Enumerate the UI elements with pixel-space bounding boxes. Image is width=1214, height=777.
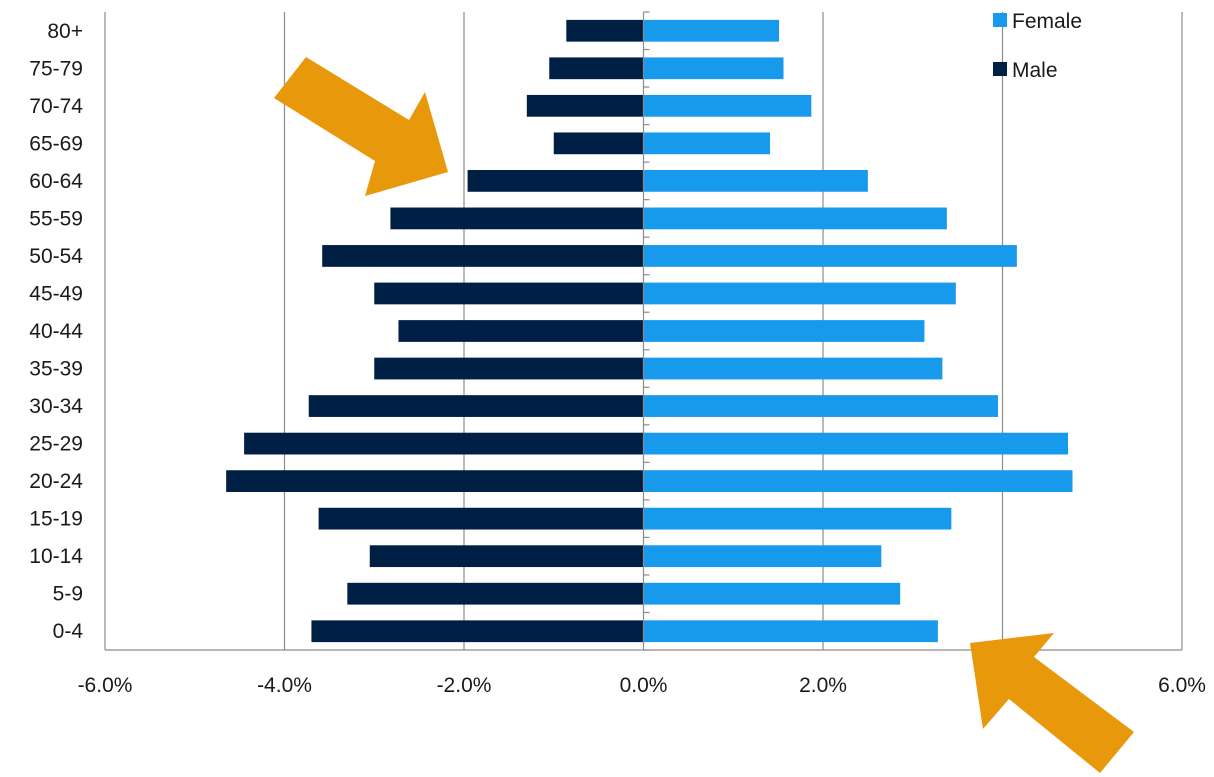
annotation-arrow-lower-right bbox=[970, 633, 1134, 773]
bar-male-60-64 bbox=[467, 169, 644, 192]
bar-male-25-29 bbox=[244, 432, 644, 455]
bar-female-10-14 bbox=[643, 545, 882, 568]
bar-female-75-79 bbox=[643, 57, 784, 80]
x-tick-label: -2.0% bbox=[437, 674, 492, 697]
y-tick-label: 20-24 bbox=[29, 470, 83, 493]
y-tick-label: 35-39 bbox=[29, 358, 83, 381]
legend-label-male: Male bbox=[1012, 59, 1058, 82]
bar-female-50-54 bbox=[643, 245, 1017, 267]
bar-female-35-39 bbox=[643, 357, 943, 380]
y-tick-label: 5-9 bbox=[53, 583, 83, 606]
legend: Female Male bbox=[993, 10, 1082, 82]
arrow-icon bbox=[274, 57, 448, 196]
y-tick-label: 75-79 bbox=[29, 57, 83, 80]
arrow-icon bbox=[970, 633, 1134, 773]
bar-male-50-54 bbox=[322, 245, 644, 267]
bar-male-30-34 bbox=[308, 395, 644, 417]
bar-female-45-49 bbox=[643, 282, 956, 305]
bar-female-15-19 bbox=[643, 507, 952, 530]
bars bbox=[226, 19, 1073, 643]
bar-male-35-39 bbox=[374, 357, 644, 380]
bar-male-80+ bbox=[566, 19, 644, 42]
y-tick-label: 45-49 bbox=[29, 282, 83, 305]
legend-label-female: Female bbox=[1012, 10, 1082, 33]
bar-male-55-59 bbox=[390, 207, 644, 230]
bar-male-40-44 bbox=[398, 320, 644, 342]
legend-swatch-male bbox=[993, 62, 1007, 76]
x-tick-label: 2.0% bbox=[799, 674, 847, 697]
bar-female-20-24 bbox=[643, 470, 1073, 493]
bar-female-30-34 bbox=[643, 395, 999, 417]
x-tick-label: 0.0% bbox=[620, 674, 668, 697]
bar-female-55-59 bbox=[643, 207, 947, 230]
y-tick-label: 10-14 bbox=[29, 545, 83, 568]
bar-male-75-79 bbox=[549, 57, 644, 80]
bar-male-20-24 bbox=[226, 470, 644, 493]
y-tick-label: 70-74 bbox=[29, 95, 83, 118]
y-tick-label: 65-69 bbox=[29, 132, 83, 155]
bar-female-80+ bbox=[643, 19, 780, 42]
legend-swatch-female bbox=[993, 13, 1007, 27]
bar-male-15-19 bbox=[318, 507, 644, 530]
bar-male-45-49 bbox=[374, 282, 644, 305]
bar-female-25-29 bbox=[643, 432, 1069, 455]
bar-female-70-74 bbox=[643, 94, 812, 117]
x-tick-label: -4.0% bbox=[257, 674, 312, 697]
bar-male-70-74 bbox=[526, 94, 644, 117]
annotation-arrow-upper-left bbox=[274, 57, 448, 196]
y-tick-label: 50-54 bbox=[29, 245, 83, 268]
bar-male-5-9 bbox=[347, 582, 644, 605]
bar-male-0-4 bbox=[311, 620, 644, 643]
y-tick-label: 25-29 bbox=[29, 433, 83, 456]
y-tick-labels: 0-4 5-9 10-14 15-19 20-24 25-29 30-34 35-39 40-4… bbox=[29, 20, 83, 643]
x-tick-label: -6.0% bbox=[78, 674, 133, 697]
axes bbox=[105, 11, 1182, 651]
y-tick-label: 15-19 bbox=[29, 508, 83, 531]
bar-female-5-9 bbox=[643, 582, 901, 605]
y-tick-label: 55-59 bbox=[29, 207, 83, 230]
y-tick-label: 80+ bbox=[47, 20, 83, 43]
bar-female-0-4 bbox=[643, 620, 938, 643]
x-tick-label: 6.0% bbox=[1158, 674, 1206, 697]
bar-male-10-14 bbox=[369, 545, 644, 568]
bar-female-40-44 bbox=[643, 320, 925, 342]
y-tick-label: 60-64 bbox=[29, 170, 83, 193]
bar-female-65-69 bbox=[643, 132, 771, 155]
y-tick-label: 0-4 bbox=[53, 620, 84, 643]
y-tick-label: 30-34 bbox=[29, 395, 83, 418]
bar-male-65-69 bbox=[553, 132, 644, 155]
bar-female-60-64 bbox=[643, 169, 868, 192]
y-tick-label: 40-44 bbox=[29, 320, 83, 343]
